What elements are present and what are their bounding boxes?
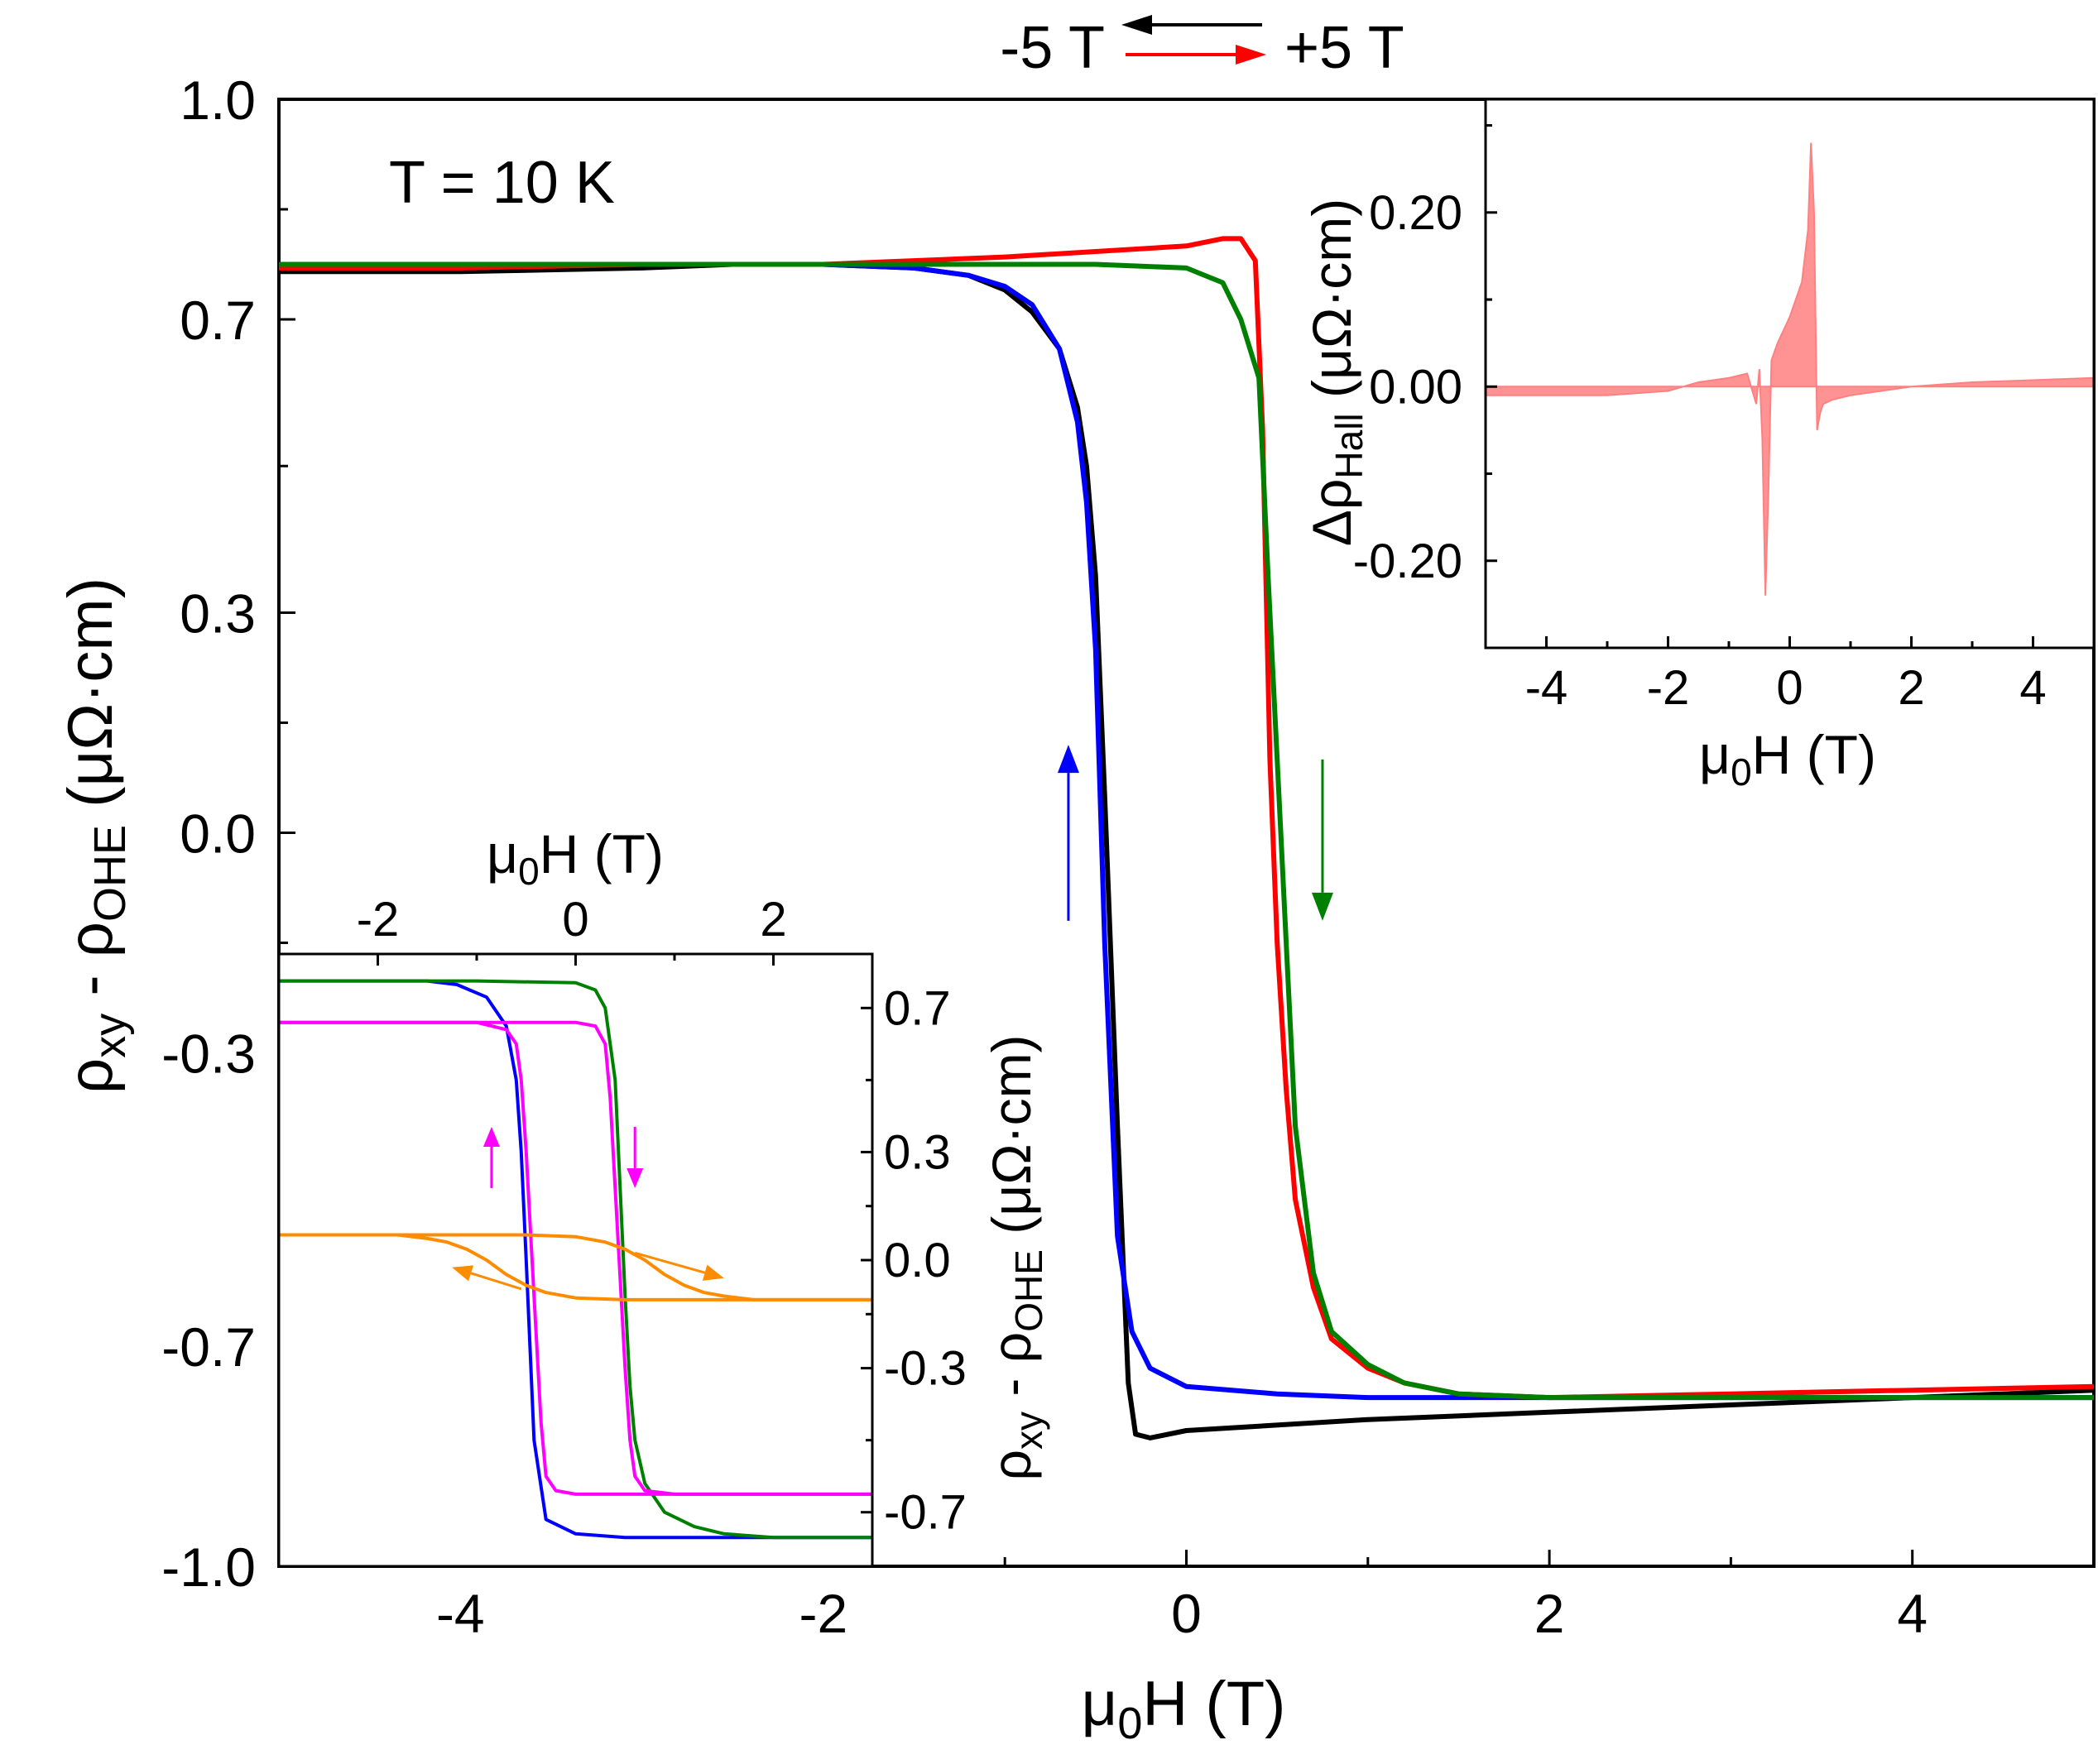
sweep-legend-label-plus: +5 T xyxy=(1284,15,1404,81)
main-y-tick-label: -1.0 xyxy=(161,1536,256,1598)
inset-bottom-left-series-orange-up xyxy=(279,1233,872,1301)
main-series-group xyxy=(279,236,2094,1440)
main-x-tick-label: -4 xyxy=(436,1583,485,1644)
inset-top-right-y-axis-title-unit: (μΩ·cm) xyxy=(1301,199,1362,414)
inset-bottom-left-arrow-down-head xyxy=(627,1167,644,1188)
main-x-axis-title: μ0H (T) xyxy=(1082,1669,1286,1748)
inset-bottom-left-arrow-right-head xyxy=(702,1264,724,1281)
temperature-annotation: T = 10 K xyxy=(389,150,615,216)
inset-bottom-left-series-magenta-down xyxy=(279,1020,872,1496)
sweep-legend: -5 T +5 T xyxy=(1000,15,1404,81)
sweep-legend-label-minus: -5 T xyxy=(1000,15,1105,81)
inset-bottom-left-y-axis-title: ρxy - ρOHE (μΩ·cm) xyxy=(981,1034,1050,1480)
main-x-tick-label: 4 xyxy=(1897,1583,1928,1644)
inset-bottom-left-y-tick-label: -0.3 xyxy=(884,1342,967,1396)
inset-bottom-left-y-axis-title-a: ρ xyxy=(981,1450,1042,1481)
main-y-tick-label: 0.7 xyxy=(180,290,256,351)
inset-top-right-series-group xyxy=(1486,142,2094,596)
inset-bottom-left-arrow-up-head xyxy=(482,1126,500,1147)
inset-top-right-x-tick-label: 4 xyxy=(2019,661,2046,715)
main-y-axis-title-b-sub: OHE xyxy=(85,825,135,922)
inset-bottom-left-y-axis-title-mid: - ρ xyxy=(981,1332,1042,1412)
inset-top-right-x-tick-label: -2 xyxy=(1647,661,1690,715)
inset-bottom-left-y-axis-title-b-sub: OHE xyxy=(1007,1249,1050,1332)
inset-bottom-left-x-tick-label: 0 xyxy=(562,893,588,947)
inset-bottom-left-x-axis-title-sub: 0 xyxy=(518,850,540,893)
main-axes: -4 -2 0 2 4 -1.0 -0.7 -0.3 0.0 0.3 0.7 1.0 xyxy=(161,70,2096,1644)
inset-top-right-y-tick-label: -0.20 xyxy=(1353,534,1462,588)
main-x-tick-label: -2 xyxy=(799,1583,848,1644)
sweep-legend-red-arrow-head xyxy=(1236,45,1266,65)
inset-bottom-left-y-tick-label: 0.3 xyxy=(884,1125,951,1179)
inset-top-right-y-tick-label: 0.00 xyxy=(1369,360,1462,414)
main-series-green-sweep-5-t-5-t xyxy=(279,261,2094,1401)
inset-top-right-y-axis-title: ΔρHall (μΩ·cm) xyxy=(1301,199,1371,547)
inset-bottom-left-arrows-group xyxy=(452,1126,724,1291)
main-y-tick-label: -0.3 xyxy=(161,1023,256,1084)
inset-top-right-x-tick-label: 2 xyxy=(1898,661,1924,715)
inset-bottom-left-y-tick-label: 0.0 xyxy=(884,1234,951,1287)
inset-bottom-left-x-axis-title-base: μ xyxy=(487,823,518,884)
inset-bottom-left-arrow-left-head xyxy=(452,1265,474,1282)
inset-bottom-left-x-tick-label: -2 xyxy=(357,893,400,947)
main-x-tick-label: 0 xyxy=(1171,1583,1202,1644)
sweep-legend-black-arrow-head xyxy=(1121,15,1152,35)
main-y-axis-title: ρxy - ρOHE (μΩ·cm) xyxy=(55,578,135,1094)
main-y-tick-label: -0.7 xyxy=(161,1316,256,1378)
inset-bottom-left-series-green xyxy=(279,979,872,1540)
inset-top-right-x-tick-label: 0 xyxy=(1776,661,1803,715)
main-y-axis-title-mid: - ρ xyxy=(55,922,126,1014)
main-x-tick-label: 2 xyxy=(1534,1583,1565,1644)
main-y-tick-label: 0.3 xyxy=(180,583,256,645)
main-y-axis-title-unit: (μΩ·cm) xyxy=(55,578,126,825)
inset-top-right-y-tick-label: 0.20 xyxy=(1369,186,1462,240)
main-x-axis-title-sub: 0 xyxy=(1117,1699,1142,1748)
inset-bottom-left-y-tick-label: -0.7 xyxy=(884,1486,967,1540)
inset-bottom-left-x-axis-title: μ0H (T) xyxy=(487,823,664,893)
inset-bottom-left-x-tick-label: 2 xyxy=(760,893,786,947)
inset-top-right-x-axis-title-rest: H (T) xyxy=(1752,724,1876,785)
inset-top-right-x-axis-title-base: μ xyxy=(1699,724,1731,785)
main-y-axis-title-a: ρ xyxy=(55,1058,126,1094)
inset-top-right-x-tick-label: -4 xyxy=(1525,661,1568,715)
main-arrows-group xyxy=(1057,745,1333,921)
inset-top-right-y-axis-title-a: Δρ xyxy=(1301,479,1362,547)
inset-top-right-axes: -4 -2 0 2 4 -0.20 0.00 0.20 xyxy=(1353,124,2096,715)
inset-bottom-left-axes: -2 0 2 -0.7 -0.3 0.0 0.3 0.7 xyxy=(277,893,967,1540)
inset-bottom-left-y-axis-title-a-sub: xy xyxy=(1007,1412,1050,1450)
inset-bottom-left-y-tick-label: 0.7 xyxy=(884,981,951,1035)
inset-bottom-left-y-axis-title-unit: (μΩ·cm) xyxy=(981,1034,1042,1249)
main-x-axis-title-rest: H (T) xyxy=(1142,1669,1285,1739)
main-x-axis-title-base: μ xyxy=(1082,1669,1118,1739)
inset-top-right-y-axis-title-a-sub: Hall xyxy=(1327,413,1371,478)
inset-bottom-left-x-axis-title-rest: H (T) xyxy=(540,823,664,884)
inset-top-right-x-axis-title-sub: 0 xyxy=(1731,750,1752,793)
main-y-axis-title-a-sub: xy xyxy=(85,1014,135,1058)
main-arrow-down-head xyxy=(1311,892,1333,921)
main-y-tick-label: 1.0 xyxy=(180,70,256,131)
inset-top-right-x-axis-title: μ0H (T) xyxy=(1699,724,1876,793)
inset-bottom-left-background xyxy=(279,954,872,1566)
inset-bottom-left-arrow-right-line xyxy=(634,1251,706,1274)
inset-top-right-series-hall-red-black-difference xyxy=(1486,142,2094,596)
main-arrow-up-head xyxy=(1057,745,1079,774)
main-y-tick-label: 0.0 xyxy=(180,803,256,865)
inset-bottom-left-arrow-left-line xyxy=(470,1272,522,1291)
inset-bottom-left-series-group xyxy=(279,979,872,1540)
